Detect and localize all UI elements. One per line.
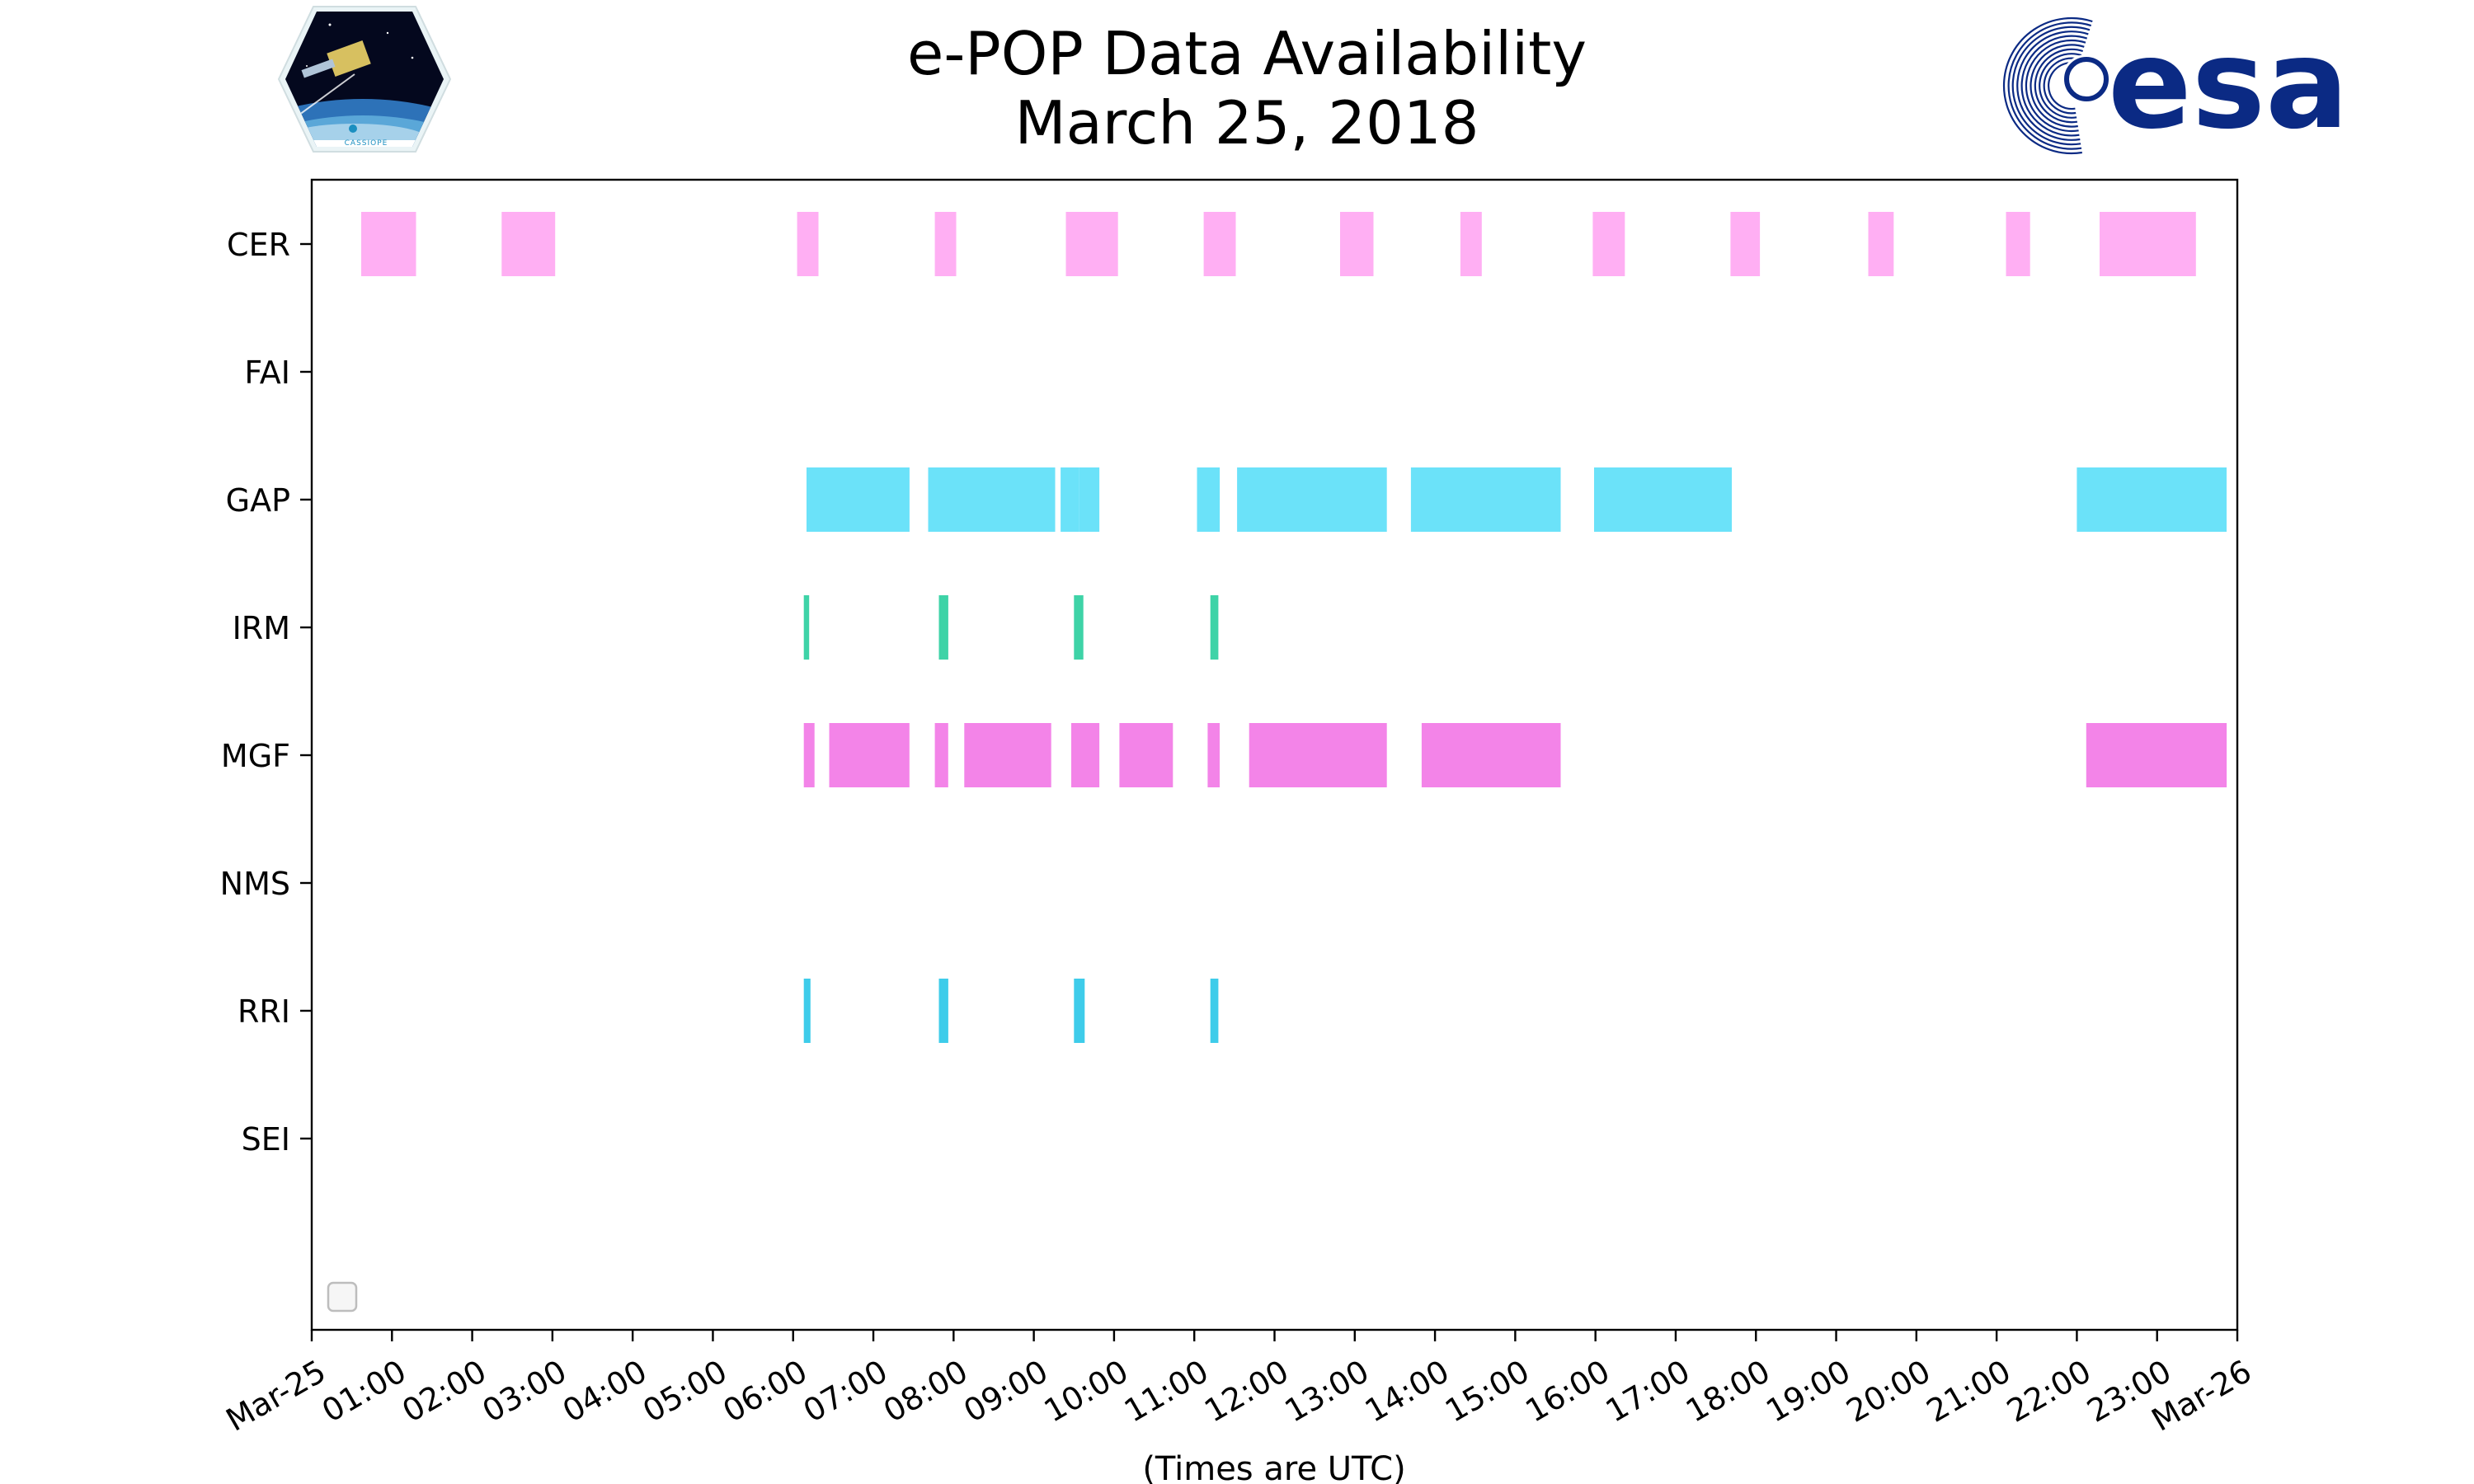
bar-irm-0 (803, 595, 810, 660)
bar-rri-2 (1074, 979, 1085, 1043)
bar-gap-3 (1079, 467, 1100, 532)
bar-cer-5 (1203, 212, 1236, 276)
x-tick-label-0: Mar-25 (220, 1353, 332, 1439)
bar-mgf-2 (934, 723, 948, 787)
chart-title-line-1: e-POP Data Availability (907, 19, 1587, 88)
x-tick-label-17: 17:00 (1600, 1353, 1696, 1430)
esa-logo-arc-2 (2039, 53, 2082, 119)
bar-cer-2 (797, 212, 819, 276)
x-tick-label-8: 08:00 (877, 1353, 974, 1430)
bar-cer-9 (1730, 212, 1761, 276)
esa-logo-text: esa (2108, 13, 2349, 157)
bar-irm-3 (1210, 595, 1219, 660)
esa-logo-arc-4 (2030, 44, 2085, 128)
x-tick-label-7: 07:00 (797, 1353, 894, 1430)
bar-cer-4 (1065, 212, 1118, 276)
bar-gap-0 (807, 467, 910, 532)
x-axis: Mar-2501:0002:0003:0004:0005:0006:0007:0… (220, 1330, 2258, 1439)
esa-logo-arc-6 (2020, 35, 2088, 137)
y-tick-label-cer: CER (227, 227, 290, 263)
x-tick-label-6: 06:00 (717, 1353, 813, 1430)
y-tick-label-gap: GAP (226, 482, 290, 519)
esa-logo-arc-9 (2007, 21, 2092, 150)
bar-rri-3 (1210, 979, 1219, 1043)
bar-gap-5 (1237, 467, 1387, 532)
esa-logo-arc-3 (2034, 48, 2084, 124)
bar-gap-8 (2077, 467, 2227, 532)
x-tick-label-12: 12:00 (1198, 1353, 1295, 1430)
cassiope-logo-text: CASSIOPE (345, 139, 388, 148)
x-tick-label-1: 01:00 (316, 1353, 412, 1430)
bar-cer-10 (1868, 212, 1894, 276)
bar-cer-8 (1592, 212, 1625, 276)
bar-rri-1 (938, 979, 948, 1043)
bar-mgf-7 (1249, 723, 1387, 787)
bar-cer-1 (501, 212, 556, 276)
bar-cer-11 (2006, 212, 2030, 276)
bar-gap-4 (1197, 467, 1221, 532)
x-tick-label-19: 19:00 (1760, 1353, 1856, 1430)
bar-gap-1 (928, 467, 1056, 532)
bar-irm-2 (1074, 595, 1084, 660)
x-tick-label-3: 03:00 (477, 1353, 573, 1430)
bar-gap-7 (1594, 467, 1732, 532)
bar-cer-12 (2100, 212, 2196, 276)
esa-logo-arc-1 (2043, 57, 2081, 115)
y-tick-label-rri: RRI (238, 993, 290, 1030)
y-tick-label-nms: NMS (220, 866, 290, 902)
y-axis: CER FAI GAP IRM MGF NMS RRI SEI (220, 227, 312, 1158)
x-tick-label-5: 05:00 (637, 1353, 733, 1430)
bar-mgf-0 (803, 723, 815, 787)
x-tick-label-20: 20:00 (1840, 1353, 1936, 1430)
x-tick-label-22: 22:00 (2001, 1353, 2097, 1430)
bar-cer-6 (1340, 212, 1374, 276)
bar-gap-2 (1061, 467, 1079, 532)
legend-box (327, 1281, 358, 1313)
x-tick-label-9: 09:00 (957, 1353, 1054, 1430)
bar-irm-1 (938, 595, 948, 660)
bar-cer-7 (1460, 212, 1482, 276)
esa-logo-arc-10 (2002, 16, 2093, 155)
y-tick-label-sei: SEI (242, 1121, 290, 1158)
x-tick-label-10: 10:00 (1038, 1353, 1135, 1430)
chart-title-line-2: March 25, 2018 (1015, 88, 1479, 157)
bar-cer-0 (361, 212, 416, 276)
cassiope-logo: CASSIOPE (277, 6, 452, 153)
x-tick-label-18: 18:00 (1680, 1353, 1776, 1430)
bar-mgf-1 (829, 723, 910, 787)
bar-rri-0 (803, 979, 811, 1043)
x-tick-label-21: 21:00 (1921, 1353, 2017, 1430)
bar-mgf-9 (2086, 723, 2227, 787)
bar-gap-6 (1410, 467, 1561, 532)
x-tick-label-2: 02:00 (396, 1353, 492, 1430)
bar-mgf-4 (1071, 723, 1100, 787)
esa-logo: esa (2002, 13, 2349, 157)
esa-logo-arc-5 (2025, 39, 2086, 133)
bar-mgf-6 (1207, 723, 1220, 787)
x-tick-label-11: 11:00 (1118, 1353, 1215, 1430)
esa-logo-arc-7 (2016, 31, 2089, 141)
x-tick-label-16: 16:00 (1519, 1353, 1616, 1430)
bar-mgf-3 (964, 723, 1051, 787)
bar-mgf-8 (1421, 723, 1561, 787)
bar-cer-3 (934, 212, 957, 276)
timeline-bars (361, 212, 2227, 1043)
bar-mgf-5 (1119, 723, 1174, 787)
x-tick-label-4: 04:00 (557, 1353, 653, 1430)
esa-logo-arc-8 (2011, 26, 2091, 146)
x-tick-label-14: 14:00 (1359, 1353, 1456, 1430)
x-tick-label-13: 13:00 (1278, 1353, 1375, 1430)
y-tick-label-irm: IRM (233, 610, 290, 646)
x-tick-label-15: 15:00 (1439, 1353, 1536, 1430)
y-tick-label-fai: FAI (244, 355, 290, 391)
esa-logo-arc-0 (2047, 61, 2080, 110)
y-tick-label-mgf: MGF (221, 738, 290, 774)
x-axis-label: (Times are UTC) (1142, 1450, 1405, 1484)
